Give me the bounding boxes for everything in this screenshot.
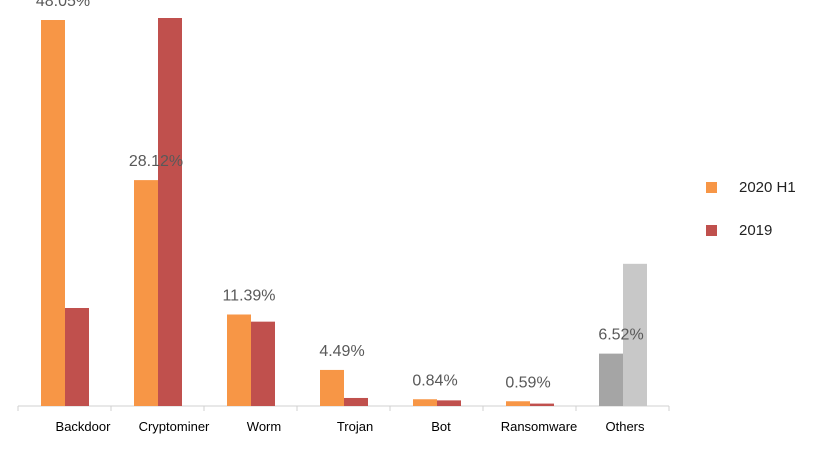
data-label-trojan: 4.49% [319, 343, 364, 360]
bar-2019-cryptominer [158, 18, 182, 406]
x-tick-label-cryptominer: Cryptominer [139, 419, 210, 434]
bar-2020-h1-backdoor [41, 20, 65, 407]
legend-label-2020-h1: 2020 H1 [739, 178, 796, 196]
bar-2020-h1-ransomware [506, 401, 530, 406]
x-tick-label-bot: Bot [431, 419, 451, 434]
data-label-worm: 11.39% [222, 288, 275, 305]
legend-label-2019: 2019 [739, 221, 773, 239]
x-tick-label-others: Others [605, 419, 645, 434]
x-tick-label-backdoor: Backdoor [56, 419, 112, 434]
data-label-backdoor: 48.05% [36, 0, 90, 10]
bar-2019-bot [437, 400, 461, 406]
bar-2019-others [623, 263, 647, 406]
x-tick-label-trojan: Trojan [337, 419, 373, 434]
bar-2019-trojan [344, 397, 368, 406]
legend-swatch-2019 [706, 224, 717, 236]
bar-2019-worm [251, 321, 275, 406]
data-label-ransomware: 0.59% [505, 374, 550, 391]
bar-2020-h1-worm [227, 314, 251, 406]
bar-2019-backdoor [65, 307, 89, 406]
bar-2019-ransomware [530, 403, 554, 406]
bar-2020-h1-others [599, 353, 623, 406]
data-label-others: 6.52% [598, 327, 643, 344]
bar-2020-h1-trojan [320, 369, 344, 406]
x-tick-label-worm: Worm [247, 419, 281, 434]
data-label-bot: 0.84% [412, 372, 457, 389]
chart-legend: 2020 H1 2019 [706, 176, 796, 262]
legend-swatch-2020-h1 [706, 181, 717, 193]
legend-item-2020-h1: 2020 H1 [706, 176, 796, 198]
bar-2020-h1-cryptominer [134, 180, 158, 406]
bar-2020-h1-bot [413, 399, 437, 406]
data-label-cryptominer: 28.12% [129, 153, 183, 170]
x-tick-label-ransomware: Ransomware [501, 419, 578, 434]
legend-item-2019: 2019 [706, 219, 796, 241]
